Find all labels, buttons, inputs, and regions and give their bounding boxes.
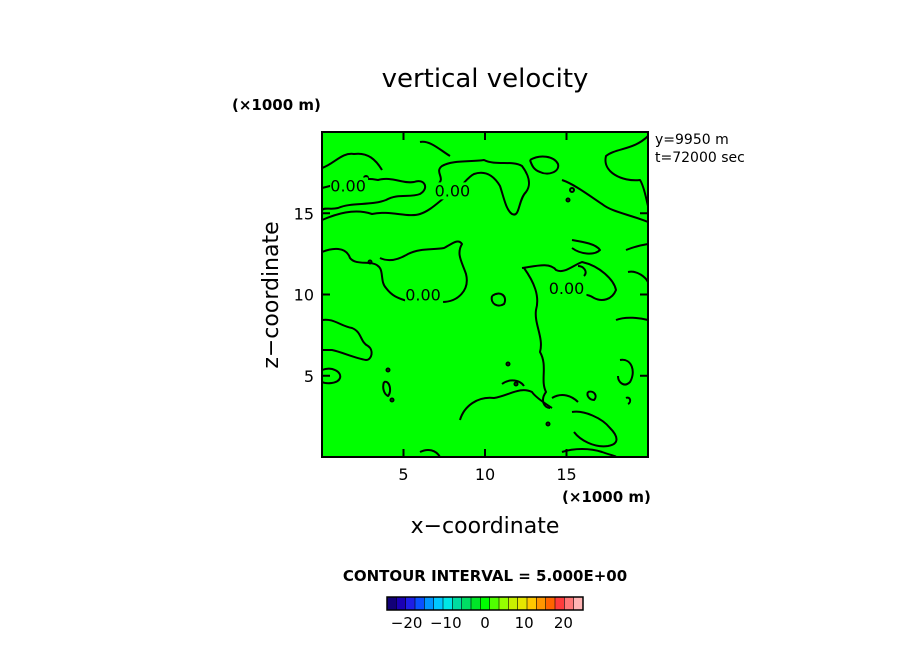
contour-dot (505, 361, 511, 367)
chart-title: vertical velocity (382, 64, 589, 94)
contour-label-bg (405, 286, 444, 304)
colorbar-swatch (405, 597, 416, 610)
colorbar-swatch (555, 597, 565, 610)
contour-line (571, 410, 618, 448)
colorbar-swatch (461, 597, 472, 610)
colorbar-swatch (443, 597, 453, 610)
axis-ticks: 5 10 15 5 10 15 (294, 132, 648, 484)
contour-line (571, 239, 601, 255)
colorbar-swatch (545, 597, 556, 610)
colorbar-tick-label: 20 (554, 614, 573, 632)
colorbar-frame (386, 596, 584, 611)
contour-line (586, 390, 597, 401)
colorbar-swatch (480, 597, 491, 610)
colorbar-tick-label: −10 (430, 614, 462, 632)
colorbar-swatch (452, 597, 463, 610)
contour-line (521, 261, 617, 301)
contour-line (604, 135, 649, 207)
annotation-t: t=72000 sec (655, 150, 745, 166)
contour-label: 0.00 (405, 285, 441, 304)
contour-line (321, 367, 342, 385)
contour-dot (367, 259, 373, 265)
y-axis-unit: (×1000 m) (232, 96, 321, 114)
contour-labels: 0.00 0.00 0.00 0.00 (330, 177, 587, 304)
contour-line (321, 177, 427, 211)
contour-line (321, 318, 373, 361)
colorbar-swatch (536, 597, 547, 610)
colorbar-swatch (499, 597, 509, 610)
contour-dot (569, 187, 575, 193)
contour-dot (565, 197, 571, 203)
colorbar-tick-label: −20 (391, 614, 423, 632)
colorbar-swatch (415, 597, 425, 610)
colorbar-swatch (527, 597, 537, 610)
contour-interval: CONTOUR INTERVAL = 5.000E+00 (343, 567, 627, 585)
x-tick-label: 5 (398, 465, 408, 484)
contour-dot (385, 367, 391, 373)
x-tick-label: 15 (556, 465, 576, 484)
y-tick-label: 10 (294, 286, 314, 305)
contour-line (321, 152, 383, 171)
contour-line (501, 379, 525, 387)
contour-line (419, 448, 441, 458)
y-tick-label: 5 (304, 367, 314, 386)
contour-line (577, 265, 587, 277)
colorbar-swatch (489, 597, 500, 610)
x-axis-unit: (×1000 m) (562, 488, 651, 506)
colorbar-swatch (517, 597, 528, 610)
colorbar-swatch (424, 597, 435, 610)
contour-line (617, 358, 634, 386)
colorbar-swatch (433, 597, 444, 610)
contour-line (529, 155, 560, 175)
contour-line (321, 159, 530, 221)
y-axis-label: z−coordinate (259, 221, 284, 368)
contour-label-bg (548, 279, 587, 297)
colorbar: −20 −10 0 10 20 (386, 596, 584, 632)
colorbar-tick-label: 0 (480, 614, 490, 632)
x-axis-label: x−coordinate (411, 514, 560, 539)
annotation-y: y=9950 m (655, 132, 729, 148)
contour-dot (513, 381, 519, 387)
contour-line (561, 179, 649, 223)
contour-label-bg (330, 177, 369, 195)
velocity-field (322, 132, 648, 457)
colorbar-swatch (387, 597, 397, 610)
contour-label: 0.00 (330, 177, 366, 196)
contour-dot (545, 421, 551, 427)
colorbar-swatch (396, 597, 407, 610)
contour-dot (389, 397, 395, 403)
contour-line (382, 380, 392, 397)
contour-line (625, 396, 632, 405)
contour-label-bg (434, 182, 473, 200)
colorbar-swatch (508, 597, 519, 610)
contour-line (459, 389, 553, 421)
y-tick-label: 15 (294, 204, 314, 223)
colorbar-swatch (573, 597, 584, 610)
contour-label: 0.00 (549, 279, 585, 298)
contour-line (490, 292, 506, 307)
x-tick-label: 10 (475, 465, 495, 484)
colorbar-swatch (564, 597, 575, 610)
plot-area: 0.00 0.00 0.00 0.00 5 10 15 5 10 15 (294, 131, 649, 484)
contour-line (551, 394, 579, 403)
contour-line (615, 316, 649, 321)
colorbar-tick-label: 10 (515, 614, 534, 632)
contour-line (523, 267, 551, 409)
colorbar-swatch (471, 597, 481, 610)
contour-line (419, 140, 451, 157)
contour-label: 0.00 (435, 181, 471, 200)
